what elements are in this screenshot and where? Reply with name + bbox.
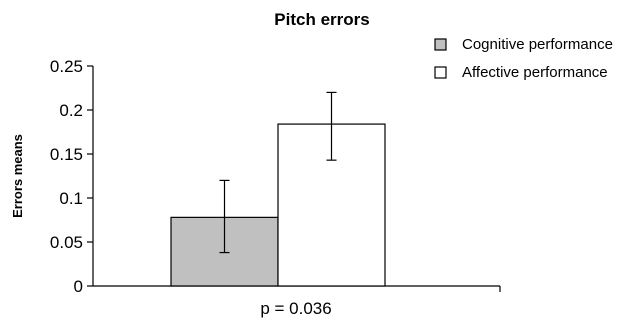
p-value-annotation: p = 0.036 [260, 299, 331, 318]
legend-label: Affective performance [462, 64, 608, 81]
y-tick-label: 0.25 [50, 57, 83, 76]
legend-swatch [434, 38, 447, 51]
error-bars [219, 91, 337, 254]
legend-swatch [434, 66, 447, 79]
bars [170, 123, 386, 287]
x-axis [93, 285, 501, 292]
y-tick-label: 0.15 [50, 145, 83, 164]
y-axis: 0 0.05 0.1 0.15 0.2 0.25 [50, 57, 94, 296]
y-tick-label: 0.1 [59, 189, 83, 208]
legend: Cognitive performance Affective performan… [434, 36, 613, 81]
y-tick-label: 0.05 [50, 233, 83, 252]
y-axis-label: Errors means [10, 134, 25, 218]
y-tick-label: 0 [74, 277, 83, 296]
legend-label: Cognitive performance [462, 36, 613, 53]
chart-title: Pitch errors [274, 10, 369, 29]
y-tick-label: 0.2 [59, 101, 83, 120]
